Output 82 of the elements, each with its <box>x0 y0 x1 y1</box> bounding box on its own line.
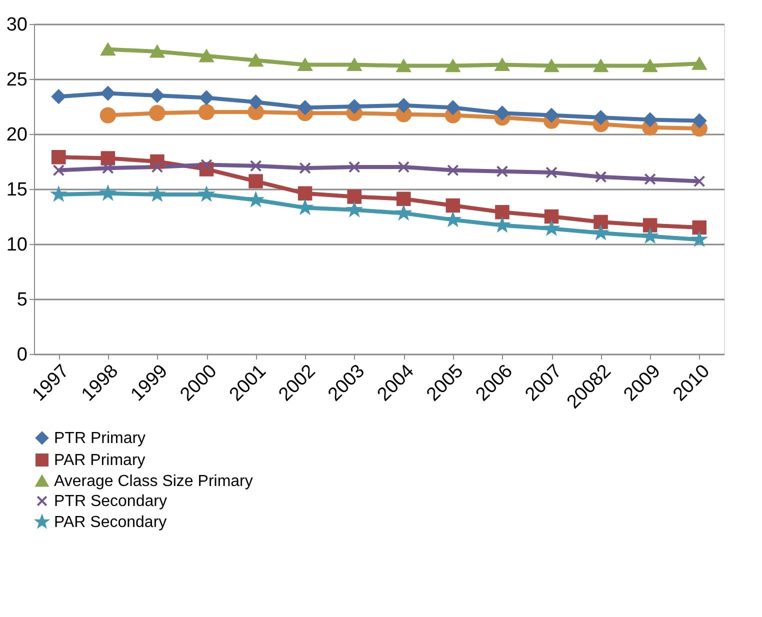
point <box>692 220 706 235</box>
point <box>101 186 115 200</box>
point <box>446 100 460 115</box>
point <box>347 190 362 204</box>
legend-label: PAR Primary <box>54 452 146 469</box>
point <box>100 107 116 124</box>
point <box>248 192 263 206</box>
point <box>348 202 362 216</box>
legend-label: PTR Primary <box>54 430 146 447</box>
point <box>446 59 460 72</box>
point <box>396 206 410 220</box>
legend-label: PAR Secondary <box>54 514 167 531</box>
point <box>642 112 658 127</box>
point <box>198 104 215 120</box>
point <box>52 89 66 104</box>
point <box>150 45 164 58</box>
point <box>495 204 510 220</box>
point <box>396 192 411 206</box>
point <box>495 106 510 120</box>
point <box>100 86 116 100</box>
y-tick-label: 5 <box>16 290 28 310</box>
point <box>446 212 460 226</box>
point <box>642 218 658 232</box>
point <box>347 58 362 72</box>
point <box>546 166 558 178</box>
point <box>347 99 362 114</box>
point <box>298 100 312 115</box>
y-tick-label: 15 <box>6 180 28 200</box>
point <box>348 161 360 173</box>
point <box>495 58 510 72</box>
y-tick-label: 30 <box>6 14 28 36</box>
point <box>544 108 559 122</box>
y-tick-label: 10 <box>6 234 28 256</box>
point <box>544 221 558 235</box>
point <box>200 158 212 171</box>
point <box>594 214 608 230</box>
point <box>643 229 657 242</box>
point <box>149 105 166 122</box>
point <box>692 57 706 70</box>
point <box>248 94 263 110</box>
y-tick-label: 0 <box>16 344 28 366</box>
point <box>298 58 312 72</box>
point <box>199 50 214 62</box>
point <box>150 88 164 103</box>
y-tick-label: 20 <box>6 124 28 146</box>
point <box>594 110 608 125</box>
point <box>495 218 510 232</box>
point <box>642 59 658 72</box>
point <box>594 59 608 72</box>
point <box>52 164 65 176</box>
point <box>52 187 66 200</box>
point <box>151 161 164 173</box>
legend-label: PTR Secondary <box>54 493 167 510</box>
point <box>644 173 656 185</box>
point <box>594 171 607 183</box>
point <box>396 98 411 113</box>
legend-label: Average Class Size Primary <box>54 473 253 490</box>
point <box>102 162 114 174</box>
point <box>544 209 559 224</box>
point <box>52 150 66 164</box>
point <box>496 166 508 178</box>
point <box>248 174 263 188</box>
point <box>692 114 706 128</box>
point <box>447 164 459 176</box>
point <box>396 59 411 72</box>
point <box>544 59 559 72</box>
point <box>199 90 214 105</box>
point <box>692 232 706 246</box>
point <box>446 198 460 213</box>
point <box>693 175 706 188</box>
point <box>299 162 311 174</box>
point <box>150 187 164 200</box>
point <box>250 160 262 172</box>
point <box>398 161 410 173</box>
point <box>100 151 116 166</box>
y-tick-label: 25 <box>6 70 28 90</box>
point <box>298 186 312 201</box>
point <box>594 226 608 239</box>
point <box>298 200 312 214</box>
point <box>100 42 116 56</box>
point <box>248 54 263 67</box>
point <box>200 187 214 200</box>
